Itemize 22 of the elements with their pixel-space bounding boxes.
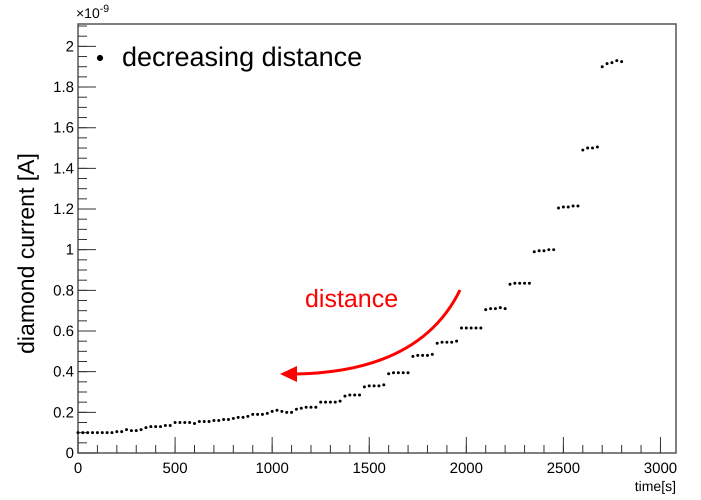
x-tick-label: 2000 — [450, 460, 483, 477]
x-tick-label: 1000 — [255, 460, 289, 477]
y-axis-title: diamond current [A] — [13, 153, 39, 354]
y-tick-label: 1 — [66, 242, 74, 259]
y-tick-label: 0.6 — [53, 323, 74, 340]
x-axis-title: time[s] — [634, 478, 676, 494]
annotation: distance — [305, 285, 398, 313]
legend-label: decreasing distance — [122, 42, 362, 72]
y-tick-label: 0.2 — [53, 404, 74, 422]
y-tick-label: 0 — [66, 445, 74, 462]
y-tick-label: 1.2 — [53, 201, 74, 218]
x-tick-label: 2500 — [546, 460, 580, 477]
y-tick-label: 1.4 — [53, 160, 74, 178]
x-tick-label: 1500 — [352, 460, 386, 477]
x-tick-label: 3000 — [644, 460, 678, 477]
y-tick-label: 0.8 — [53, 282, 74, 300]
y-tick-label: 1.6 — [53, 120, 74, 137]
y-tick-label: 0.4 — [53, 364, 74, 381]
x-tick-label: 500 — [162, 460, 188, 477]
y-tick-label: 2 — [66, 38, 74, 56]
text: ×10$^{-9}$ — [76, 3, 110, 21]
y-tick-label: 1.8 — [53, 79, 74, 96]
